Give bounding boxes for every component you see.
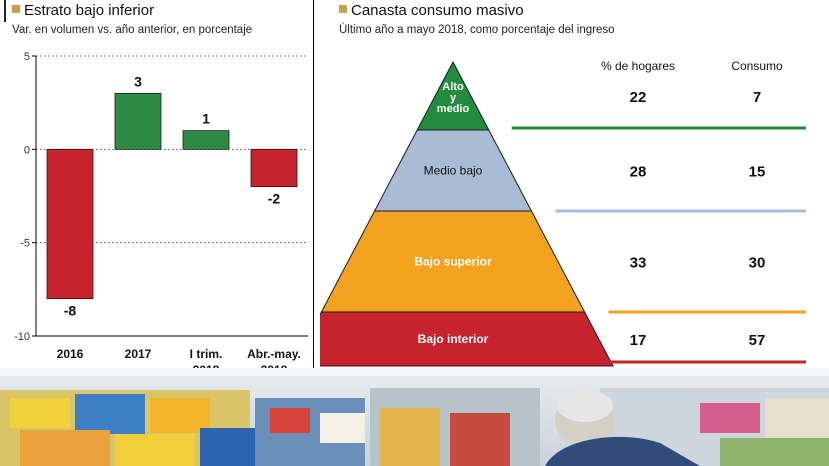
right-panel-subtitle: Último año a mayo 2018, como porcentaje … [339,24,615,36]
left-panel-subtitle: Var. en volumen vs. año anterior, en por… [12,24,253,36]
pyramid-tier-3 [320,311,614,367]
y-tick-label: 5 [24,51,30,63]
bar-0 [46,148,94,300]
bar-1 [114,92,162,150]
right-panel-title: Canasta consumo masivo [339,2,524,19]
bar-value-label: 1 [202,111,210,127]
hogares-value: 22 [630,89,647,106]
consumo-value: 30 [749,255,766,272]
tier-label: Medio bajo [424,164,483,178]
x-tick-label: 2016 [57,347,84,361]
pyramid-chart: % de hogares Consumo Alto y medio 22 7 Medio ba… [320,59,806,367]
right-title-text: Canasta consumo masivo [351,2,524,19]
bar-value-label: 3 [134,73,142,89]
tier-label: Bajo superior [414,255,492,269]
bar-2 [182,130,230,150]
panel-divider [313,0,314,368]
hogares-value: 28 [630,164,647,181]
consumo-value: 15 [749,164,766,181]
x-tick-label: I trim. [190,347,223,361]
y-tick-label: -10 [14,331,30,343]
bar-3 [250,148,298,188]
supermarket-photo [0,368,829,466]
bar-chart: 5 0 -5 -10 -8 2016 3 2017 1 I trim. 2018 -2 Abr.-may… [14,51,308,370]
bar-value-label: -8 [64,303,77,319]
col-header-consumo: Consumo [731,59,783,73]
hogares-value: 17 [630,332,647,349]
x-tick-label: 2018 [193,363,220,370]
hogares-value: 33 [630,255,647,272]
tier-label: Bajo interior [418,332,489,346]
x-tick-label: Abr.-may. [247,347,301,361]
x-tick-label: 2018 [261,363,288,370]
y-tick-label: -5 [20,238,30,250]
left-title-text: Estrato bajo inferior [24,2,155,19]
consumo-value: 57 [749,332,766,349]
title-square-icon [12,5,20,13]
frame-edge [4,0,6,22]
tier-label-alto: Alto y medio [437,81,470,115]
bar-value-label: -2 [268,191,281,207]
consumo-value: 7 [753,89,761,106]
left-panel-title: Estrato bajo inferior [12,2,154,19]
y-tick-label: 0 [24,144,30,156]
x-tick-label: 2017 [125,347,152,361]
title-square-icon [339,5,347,13]
col-header-hogares: % de hogares [601,59,675,73]
